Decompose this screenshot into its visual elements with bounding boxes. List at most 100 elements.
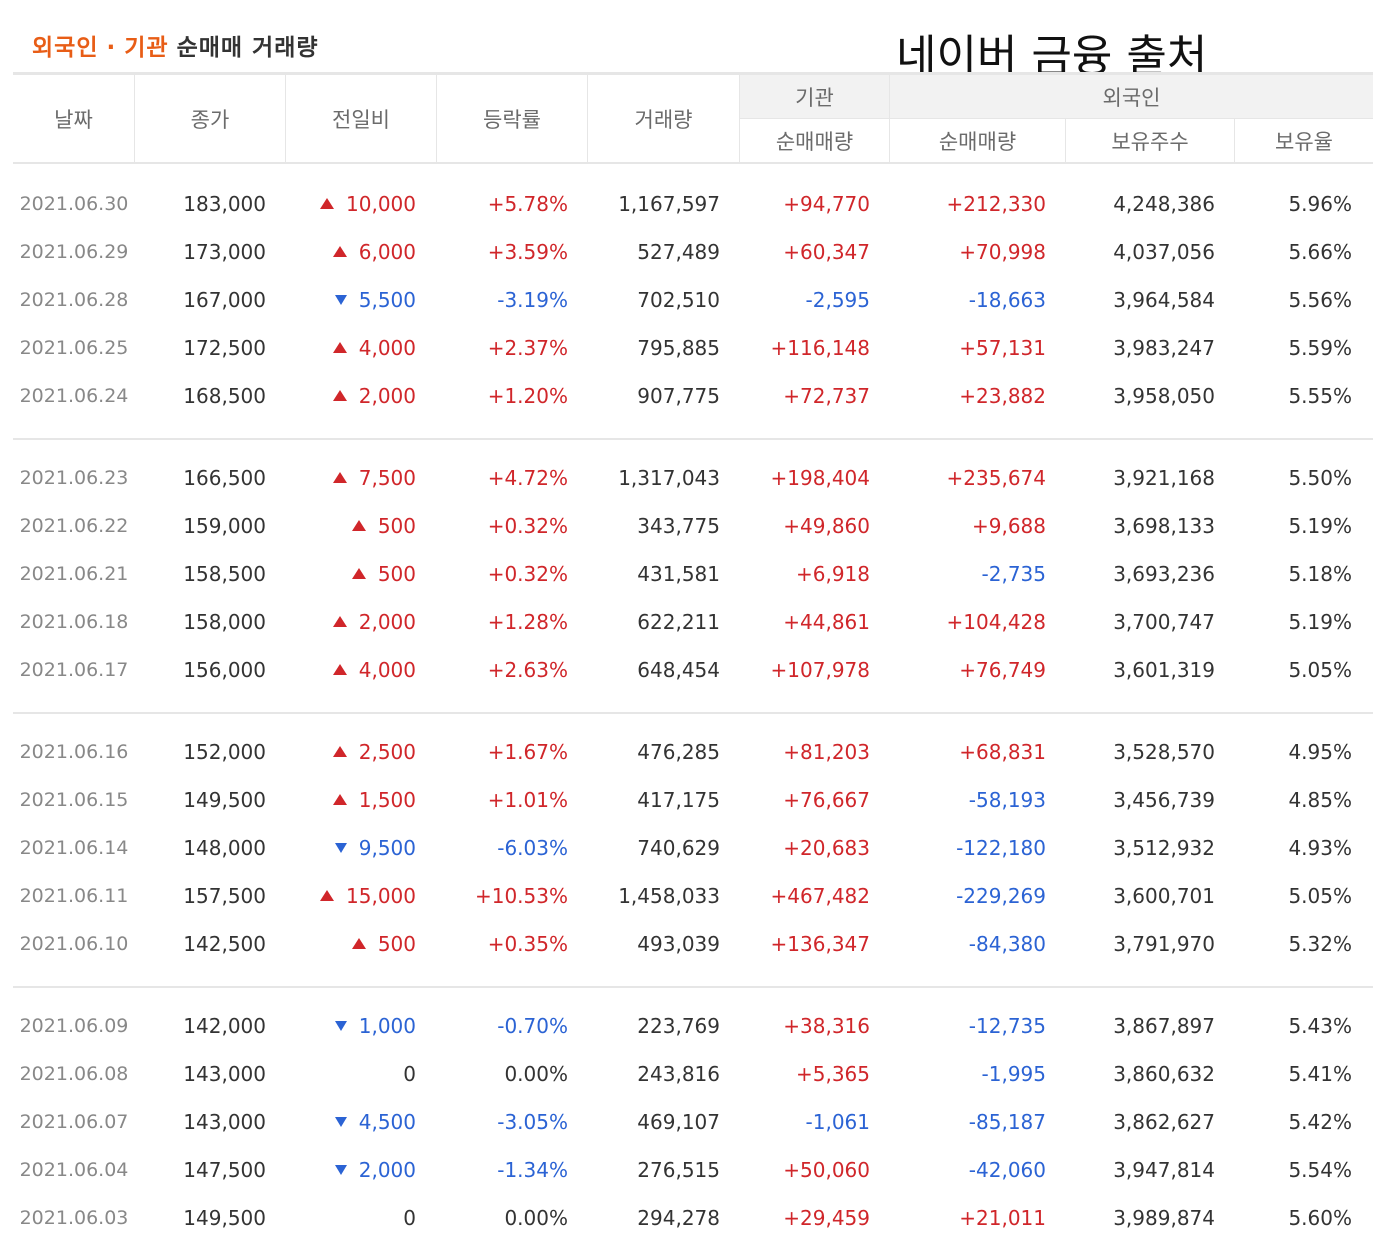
cell-close: 159,000	[183, 514, 266, 538]
cell-change: 15,000	[286, 872, 416, 920]
cell-change-value: 7,500	[358, 466, 416, 490]
table-row: 2021.06.16 152,000 2,500 +1.67% 476,285 +81,2…	[13, 728, 1373, 776]
triangle-up-icon	[332, 746, 347, 757]
cell-rate: 0.00%	[504, 1062, 568, 1086]
cell-institution-net: +72,737	[783, 384, 870, 408]
cell-date: 2021.06.09	[19, 1015, 129, 1037]
table-row: 2021.06.24 168,500 2,000 +1.20% 907,775 +72,7…	[13, 372, 1373, 420]
cell-volume: 740,629	[637, 836, 720, 860]
cell-foreign-ratio: 4.95%	[1288, 740, 1352, 764]
cell-foreign-holdings: 3,700,747	[1113, 610, 1215, 634]
cell-foreign-net: +21,011	[959, 1206, 1046, 1230]
cell-change: 1,500	[286, 776, 416, 824]
table-row: 2021.06.07 143,000 4,500 -3.05% 469,107 -1,06…	[13, 1098, 1373, 1146]
cell-foreign-holdings: 3,601,319	[1113, 658, 1215, 682]
cell-institution-net: +50,060	[783, 1158, 870, 1182]
cell-close: 149,500	[183, 1206, 266, 1230]
table-row: 2021.06.11 157,500 15,000 +10.53% 1,458,033 +…	[13, 872, 1373, 920]
triangle-up-icon	[351, 520, 366, 531]
cell-foreign-net: +212,330	[946, 192, 1046, 216]
cell-foreign-holdings: 4,037,056	[1113, 240, 1215, 264]
cell-volume: 907,775	[637, 384, 720, 408]
cell-foreign-net: +235,674	[946, 466, 1046, 490]
cell-close: 183,000	[183, 192, 266, 216]
table-row: 2021.06.09 142,000 1,000 -0.70% 223,769 +38,3…	[13, 1002, 1373, 1050]
cell-foreign-ratio: 5.59%	[1288, 336, 1352, 360]
cell-foreign-holdings: 3,947,814	[1113, 1158, 1215, 1182]
cell-date: 2021.06.08	[19, 1063, 129, 1085]
cell-rate: -3.05%	[497, 1110, 568, 1134]
cell-institution-net: +6,918	[795, 562, 870, 586]
cell-change-value: 5,500	[358, 288, 416, 312]
cell-foreign-holdings: 3,958,050	[1113, 384, 1215, 408]
cell-date: 2021.06.21	[19, 563, 129, 585]
table-row: 2021.06.28 167,000 5,500 -3.19% 702,510 -2,59…	[13, 276, 1373, 324]
cell-close: 173,000	[183, 240, 266, 264]
cell-volume: 343,775	[637, 514, 720, 538]
table-row: 2021.06.29 173,000 6,000 +3.59% 527,489 +60,3…	[13, 228, 1373, 276]
cell-foreign-ratio: 5.19%	[1288, 610, 1352, 634]
cell-rate: +3.59%	[487, 240, 568, 264]
cell-date: 2021.06.17	[19, 659, 129, 681]
cell-institution-net: +20,683	[783, 836, 870, 860]
cell-close: 168,500	[183, 384, 266, 408]
cell-date: 2021.06.04	[19, 1159, 129, 1181]
triangle-up-icon	[351, 938, 366, 949]
cell-close: 148,000	[183, 836, 266, 860]
table-row: 2021.06.08 143,000 0 0.00% 243,816 +5,365 -1,9…	[13, 1050, 1373, 1098]
cell-foreign-holdings: 3,456,739	[1113, 788, 1215, 812]
triangle-up-icon	[320, 890, 335, 901]
cell-volume: 1,317,043	[618, 466, 720, 490]
cell-foreign-net: -42,060	[968, 1158, 1046, 1182]
cell-change: 500	[286, 920, 416, 968]
cell-change-value: 1,000	[358, 1014, 416, 1038]
cell-foreign-holdings: 3,860,632	[1113, 1062, 1215, 1086]
cell-foreign-ratio: 5.05%	[1288, 884, 1352, 908]
cell-volume: 527,489	[637, 240, 720, 264]
cell-change: 1,000	[286, 1002, 416, 1050]
cell-change-value: 15,000	[346, 884, 416, 908]
cell-foreign-net: -84,380	[968, 932, 1046, 956]
cell-volume: 702,510	[637, 288, 720, 312]
cell-change: 2,000	[286, 598, 416, 646]
cell-rate: +2.63%	[487, 658, 568, 682]
cell-institution-net: +81,203	[783, 740, 870, 764]
cell-change-value: 500	[377, 514, 416, 538]
cell-volume: 1,167,597	[618, 192, 720, 216]
triangle-up-icon	[351, 568, 366, 579]
cell-close: 142,000	[183, 1014, 266, 1038]
cell-change-value: 1,500	[358, 788, 416, 812]
cell-foreign-holdings: 3,964,584	[1113, 288, 1215, 312]
cell-change-value: 500	[377, 562, 416, 586]
cell-close: 172,500	[183, 336, 266, 360]
cell-foreign-net: +104,428	[946, 610, 1046, 634]
cell-institution-net: +76,667	[783, 788, 870, 812]
row-group: 2021.06.09 142,000 1,000 -0.70% 223,769 +38,3…	[13, 1002, 1373, 1242]
triangle-up-icon	[332, 246, 347, 257]
cell-volume: 795,885	[637, 336, 720, 360]
cell-foreign-ratio: 4.85%	[1288, 788, 1352, 812]
cell-change: 5,500	[286, 276, 416, 324]
cell-change-value: 2,000	[358, 384, 416, 408]
cell-foreign-net: -1,995	[981, 1062, 1046, 1086]
table-row: 2021.06.10 142,500 500 +0.35% 493,039 +136,34…	[13, 920, 1373, 968]
triangle-down-icon	[334, 1116, 347, 1127]
cell-date: 2021.06.23	[19, 467, 129, 489]
section-title: 외국인 · 기관 순매매 거래량	[32, 28, 319, 68]
col-header-change: 전일비	[286, 75, 437, 162]
cell-rate: +10.53%	[474, 884, 568, 908]
cell-rate: +5.78%	[487, 192, 568, 216]
cell-change-value: 10,000	[346, 192, 416, 216]
cell-change: 4,500	[286, 1098, 416, 1146]
col-header-foreign-ratio: 보유율	[1275, 129, 1333, 154]
title-foreign: 외국인	[32, 35, 99, 61]
cell-institution-net: -2,595	[805, 288, 870, 312]
cell-rate: +0.35%	[487, 932, 568, 956]
triangle-up-icon	[320, 198, 335, 209]
cell-rate: -1.34%	[497, 1158, 568, 1182]
cell-change-value: 2,000	[358, 610, 416, 634]
cell-foreign-ratio: 5.50%	[1288, 466, 1352, 490]
cell-foreign-net: -2,735	[981, 562, 1046, 586]
cell-foreign-holdings: 3,867,897	[1113, 1014, 1215, 1038]
cell-foreign-ratio: 5.54%	[1288, 1158, 1352, 1182]
